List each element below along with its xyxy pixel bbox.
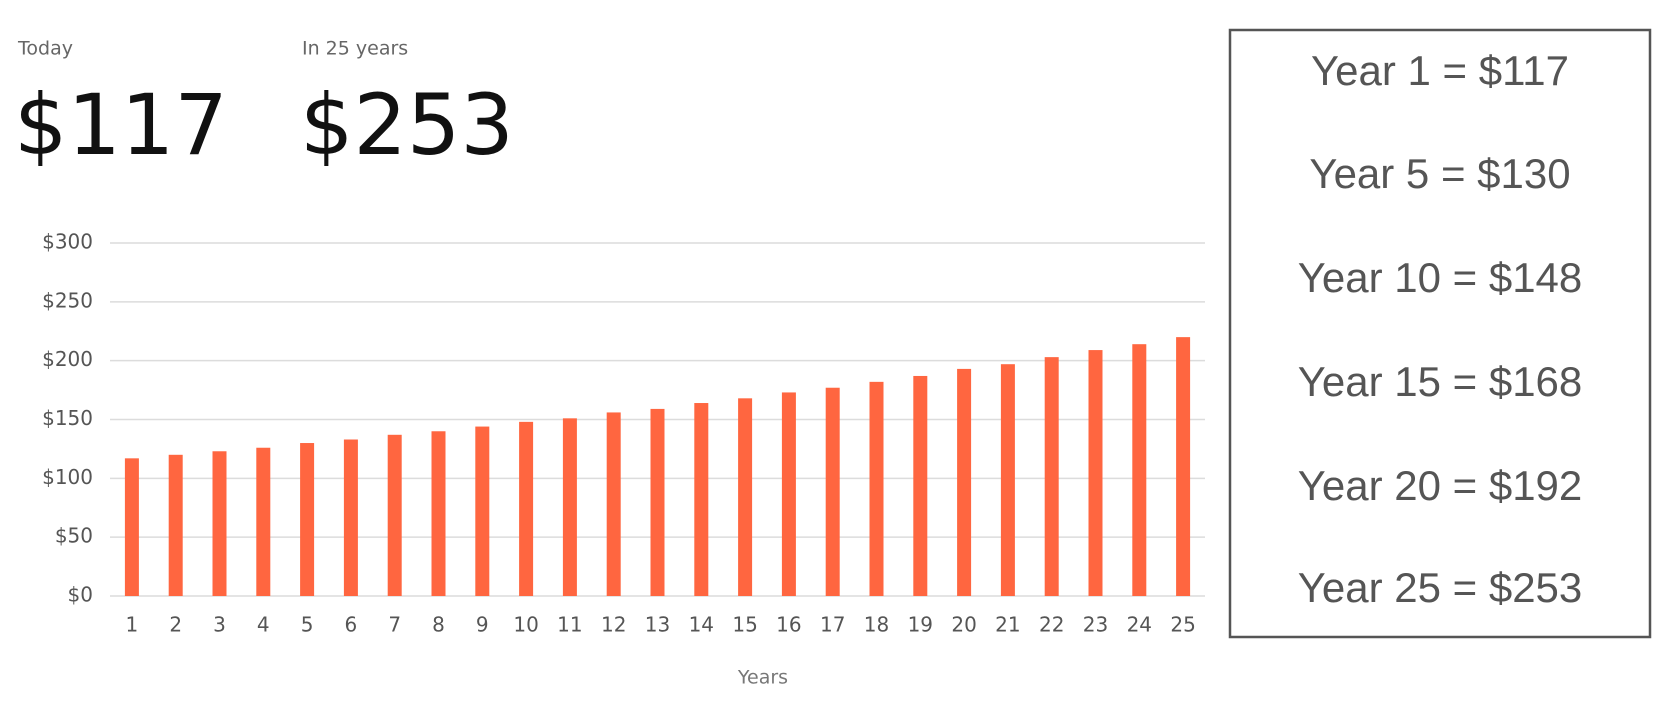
- bar: [431, 431, 446, 596]
- bar: [124, 458, 139, 596]
- bar: [650, 408, 665, 596]
- y-tick-label: $250: [42, 288, 93, 312]
- bar: [519, 421, 534, 596]
- x-tick-label: 3: [213, 613, 226, 637]
- callout-line: Year 10 = $148: [1298, 254, 1583, 301]
- x-tick-label: 6: [345, 613, 358, 637]
- bar: [738, 398, 753, 596]
- bar: [781, 392, 796, 596]
- y-tick-label: $300: [42, 230, 93, 254]
- y-tick-label: $150: [42, 406, 93, 430]
- callout-line: Year 1 = $117: [1311, 47, 1569, 94]
- x-tick-label: 25: [1170, 613, 1195, 637]
- bar: [957, 368, 972, 596]
- stat-label: Today: [17, 38, 73, 60]
- bar: [1132, 344, 1147, 596]
- x-tick-label: 10: [513, 613, 538, 637]
- bar: [387, 434, 402, 596]
- stat-value: $117: [14, 76, 228, 174]
- x-tick-label: 13: [645, 613, 670, 637]
- y-tick-label: $200: [42, 347, 93, 371]
- callout-line: Year 25 = $253: [1298, 564, 1583, 611]
- x-tick-label: 20: [951, 613, 976, 637]
- bar: [606, 412, 621, 596]
- bar: [869, 381, 884, 596]
- callout-box: [1228, 28, 1652, 639]
- x-tick-label: 9: [476, 613, 489, 637]
- x-tick-label: 8: [432, 613, 445, 637]
- bar: [256, 447, 271, 596]
- x-tick-label: 1: [126, 613, 139, 637]
- bar: [825, 387, 840, 596]
- y-tick-label: $100: [42, 465, 93, 489]
- x-tick-label: 5: [301, 613, 314, 637]
- bar: [343, 439, 358, 596]
- stat-value: $253: [300, 76, 514, 174]
- x-tick-label: 11: [557, 613, 582, 637]
- x-tick-label: 18: [864, 613, 889, 637]
- x-tick-label: 4: [257, 613, 270, 637]
- bar: [212, 451, 227, 596]
- bar: [1176, 337, 1191, 596]
- x-tick-label: 24: [1127, 613, 1152, 637]
- stat-label: In 25 years: [302, 38, 408, 60]
- callout-line: Year 5 = $130: [1309, 150, 1570, 197]
- x-tick-label: 12: [601, 613, 626, 637]
- callout-line: Year 20 = $192: [1298, 462, 1583, 509]
- x-tick-label: 15: [732, 613, 757, 637]
- bar: [913, 375, 928, 596]
- y-tick-label: $50: [55, 524, 93, 548]
- bar: [1044, 357, 1059, 596]
- x-axis-label: Years: [737, 667, 788, 689]
- bar: [562, 418, 577, 596]
- bar: [475, 426, 490, 596]
- callout-line: Year 15 = $168: [1298, 358, 1583, 405]
- y-tick-label: $0: [68, 583, 93, 607]
- x-tick-label: 7: [388, 613, 401, 637]
- x-tick-label: 21: [995, 613, 1020, 637]
- bar: [1088, 350, 1103, 596]
- x-tick-label: 23: [1083, 613, 1108, 637]
- x-tick-label: 17: [820, 613, 845, 637]
- bar: [300, 443, 315, 596]
- bar: [168, 454, 183, 596]
- x-tick-label: 22: [1039, 613, 1064, 637]
- bar: [1000, 364, 1015, 596]
- bar: [694, 403, 709, 596]
- x-tick-label: 16: [776, 613, 801, 637]
- x-tick-label: 14: [689, 613, 714, 637]
- x-tick-label: 19: [908, 613, 933, 637]
- x-tick-label: 2: [169, 613, 182, 637]
